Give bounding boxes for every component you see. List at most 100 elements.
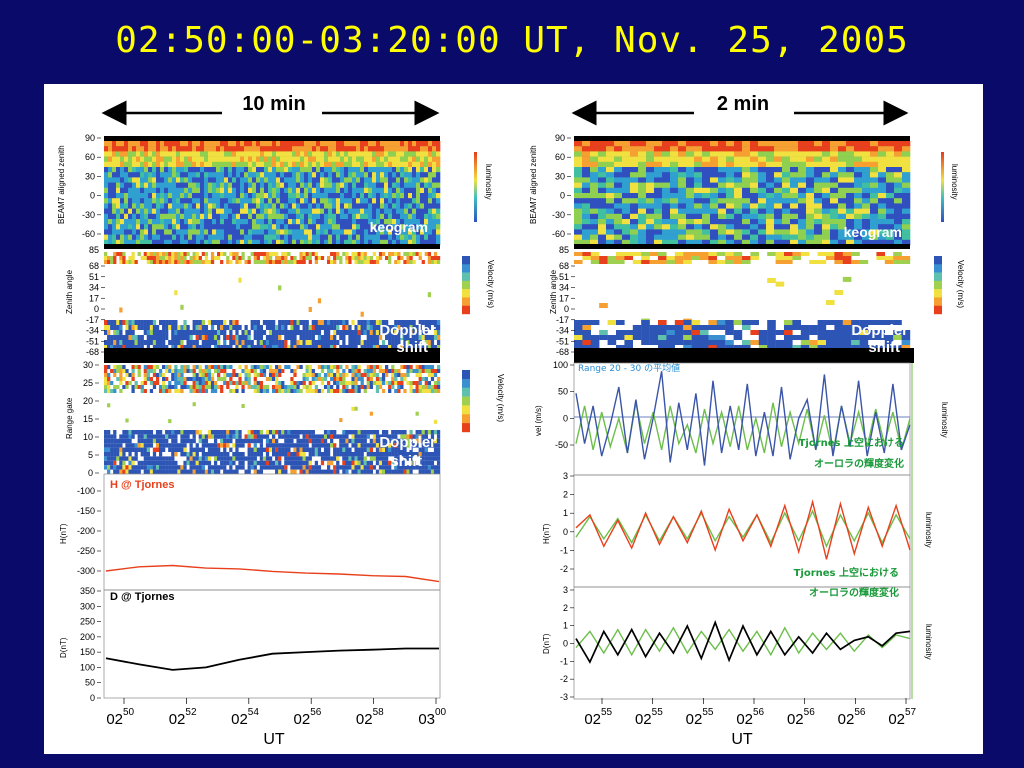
keogram-cell (120, 167, 125, 173)
doppler-cell (241, 369, 245, 373)
doppler-cell (183, 460, 187, 466)
keogram-cell (392, 146, 397, 152)
doppler-cell (400, 256, 404, 260)
keogram-cell (678, 203, 687, 209)
keogram-cell (662, 172, 671, 178)
keogram-cell (236, 177, 241, 183)
keogram-cell (304, 161, 309, 168)
keogram-cell (340, 187, 345, 194)
keogram-cell (200, 239, 205, 246)
keogram-cell (320, 146, 325, 152)
keogram-cell (582, 213, 591, 220)
keogram-cell (902, 203, 911, 209)
doppler-cell (293, 320, 297, 325)
doppler-cell (418, 456, 422, 461)
doppler-cell (357, 369, 361, 373)
keogram-cell (248, 213, 253, 220)
doppler-cell (162, 460, 166, 466)
doppler-cell (287, 345, 291, 350)
doppler-cell (128, 381, 132, 385)
keogram-cell (420, 161, 425, 168)
doppler-cell (336, 256, 340, 260)
doppler-cell (171, 443, 175, 448)
keogram-cell (284, 219, 289, 225)
doppler-cell (400, 443, 404, 448)
keogram-cell (220, 234, 225, 240)
keogram-cell (192, 156, 197, 162)
keogram-cell (172, 219, 177, 225)
keogram-cell (638, 208, 647, 214)
doppler-cell (351, 365, 355, 369)
doppler-cell (281, 443, 285, 448)
keogram-cell (432, 187, 437, 194)
doppler-cell (235, 345, 239, 350)
keogram-cell (180, 224, 185, 230)
doppler-cell (357, 443, 361, 448)
keogram-cell (894, 203, 903, 209)
keogram-cell (368, 208, 373, 214)
doppler-cell (314, 452, 319, 457)
keogram-cell (196, 151, 201, 157)
doppler-cell (268, 345, 273, 350)
keogram-cell (300, 224, 305, 230)
doppler-cell (235, 443, 239, 448)
keogram-cell (324, 239, 329, 246)
doppler-cell (345, 469, 349, 474)
keogram-cell (316, 141, 321, 147)
doppler-cell (204, 438, 209, 444)
doppler-cell (253, 256, 257, 260)
doppler-cell (259, 325, 264, 330)
keogram-cell (196, 161, 201, 168)
keogram-cell (116, 219, 121, 225)
doppler-cell (259, 252, 264, 256)
doppler-cell (107, 438, 111, 444)
keogram-cell (404, 234, 409, 240)
keogram-cell (360, 141, 365, 147)
doppler-cell (366, 447, 370, 452)
keogram-cell (902, 141, 911, 147)
doppler-cell (351, 460, 355, 466)
keogram-cell (136, 219, 141, 225)
keogram-cell (188, 156, 193, 162)
doppler-cell (406, 434, 410, 439)
doppler-cell (372, 430, 377, 435)
keogram-cell (132, 208, 137, 214)
keogram-cell (220, 167, 225, 173)
keogram-cell (646, 187, 655, 194)
keogram-cell (384, 229, 389, 235)
left-d-label: D @ Tjornes (110, 591, 175, 603)
keogram-cell (104, 167, 109, 173)
doppler-cell (244, 260, 248, 264)
keogram-cell (160, 229, 165, 235)
doppler-cell (204, 345, 209, 350)
keogram-cell (264, 182, 269, 188)
keogram-cell (598, 151, 607, 157)
keogram-cell (878, 172, 887, 178)
keogram-cell (184, 182, 189, 188)
keogram-cell (280, 203, 285, 209)
doppler-cell (198, 256, 202, 260)
keogram-cell (822, 187, 831, 194)
doppler-cell (436, 381, 441, 385)
doppler-cell (394, 252, 398, 256)
doppler-cell (213, 330, 218, 335)
keogram-cell (236, 213, 241, 220)
x-tick-minute: 56 (310, 707, 322, 718)
doppler-cell (119, 369, 123, 373)
doppler-cell (320, 469, 325, 474)
doppler-cell (418, 320, 422, 325)
keogram-cell (662, 229, 671, 235)
keogram-cell (272, 239, 277, 246)
keogram-cell (718, 208, 727, 214)
keogram-cell (168, 213, 173, 220)
doppler-cell (314, 438, 319, 444)
doppler-cell (424, 434, 428, 439)
doppler-cell (168, 456, 172, 461)
keogram-cell (332, 172, 337, 178)
keogram-cell (878, 167, 887, 173)
doppler-cell (265, 252, 270, 256)
keogram-cell (200, 229, 205, 235)
keogram-cell (806, 208, 815, 214)
doppler-cell (293, 345, 297, 350)
keogram-cell (156, 234, 161, 240)
